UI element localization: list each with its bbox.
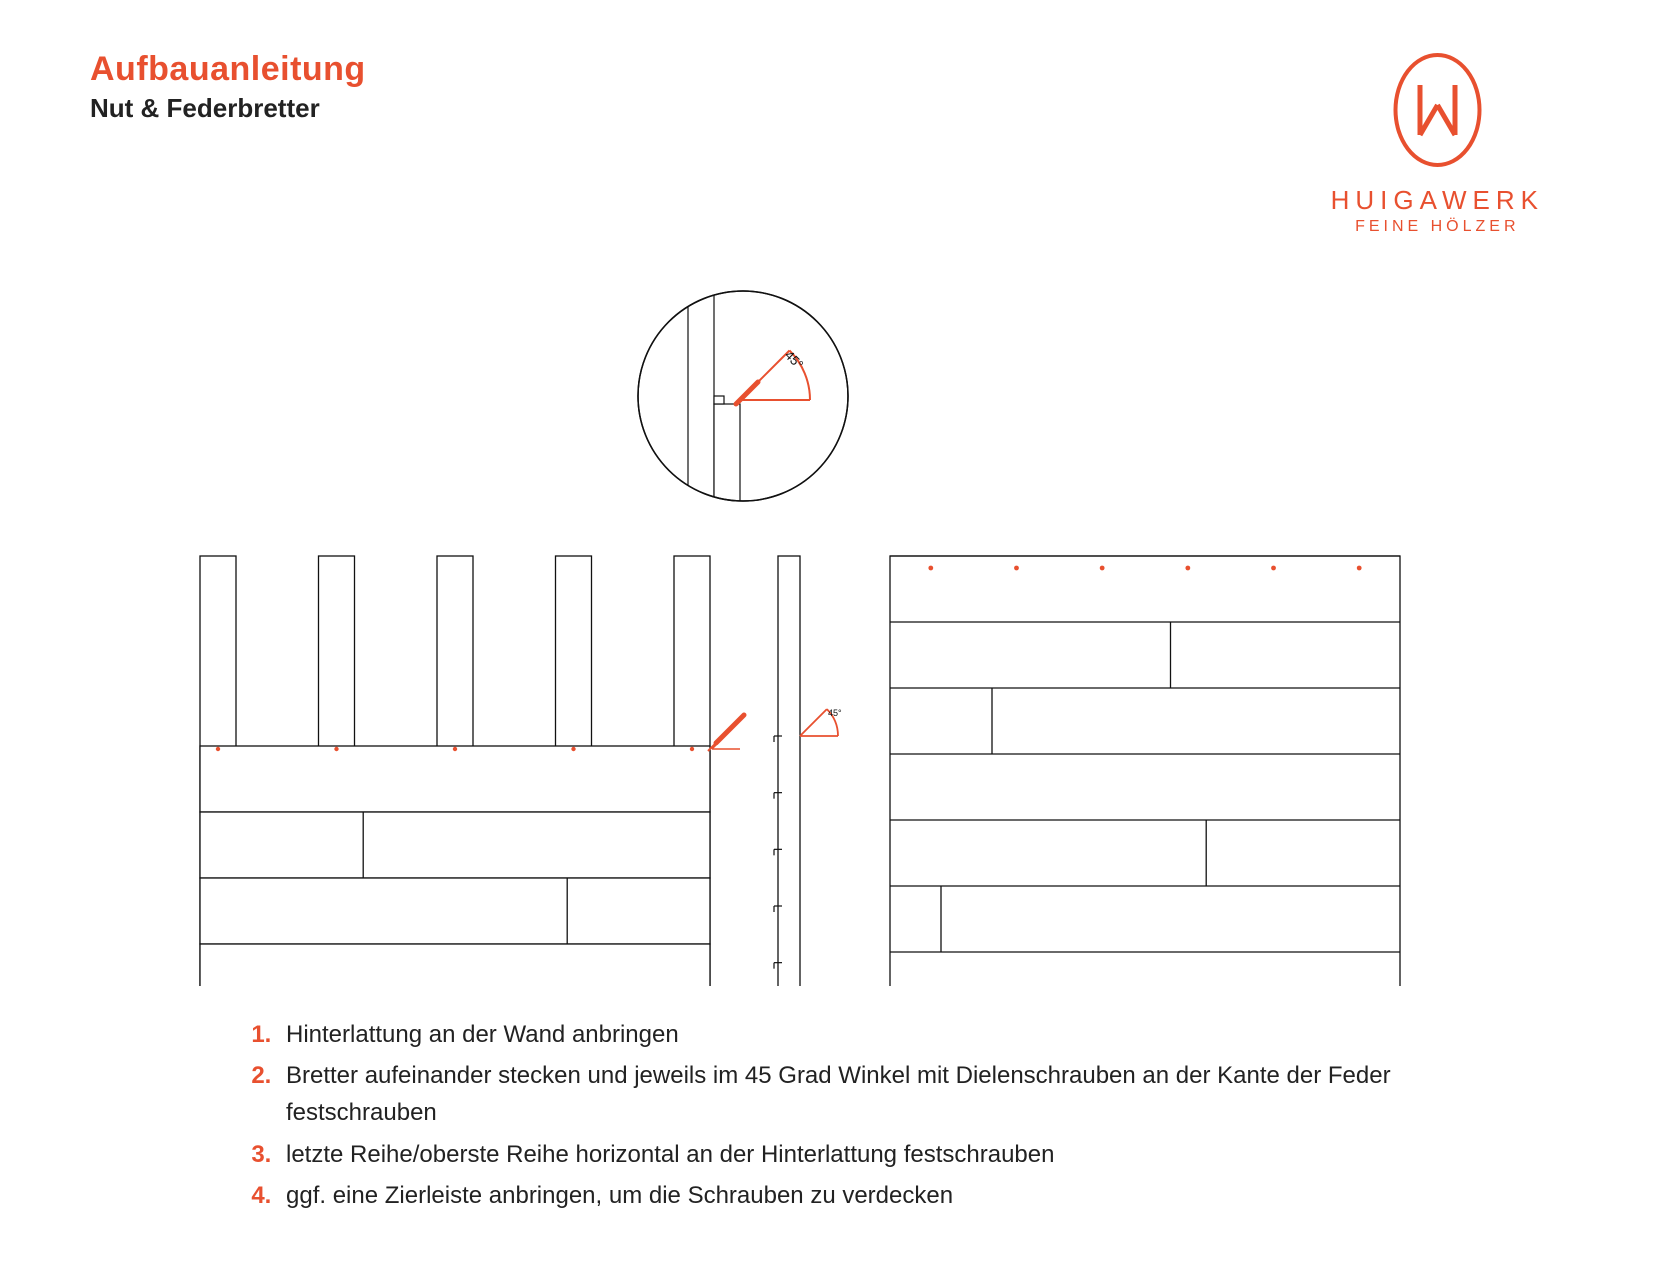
page-title: Aufbauanleitung (90, 50, 366, 89)
assembly-diagram: 45°45° (90, 266, 1584, 986)
page-subtitle: Nut & Federbretter (90, 93, 366, 124)
header: Aufbauanleitung Nut & Federbretter HUIGA… (90, 50, 1584, 236)
diagram-area: 45°45° (90, 266, 1584, 986)
logo-sub: FEINE HÖLZER (1331, 218, 1544, 236)
svg-text:45°: 45° (828, 708, 842, 718)
logo: HUIGAWERK FEINE HÖLZER (1331, 50, 1544, 236)
page: Aufbauanleitung Nut & Federbretter HUIGA… (0, 0, 1674, 1263)
step-item: Bretter aufeinander stecken und jeweils … (278, 1057, 1464, 1131)
title-block: Aufbauanleitung Nut & Federbretter (90, 50, 366, 124)
logo-icon (1390, 50, 1485, 170)
steps-list: Hinterlattung an der Wand anbringen Brett… (250, 1016, 1464, 1214)
step-item: ggf. eine Zierleiste anbringen, um die S… (278, 1177, 1464, 1214)
instructions: Hinterlattung an der Wand anbringen Brett… (90, 1016, 1584, 1214)
logo-name: HUIGAWERK (1331, 185, 1544, 216)
step-item: letzte Reihe/oberste Reihe horizontal an… (278, 1136, 1464, 1173)
step-item: Hinterlattung an der Wand anbringen (278, 1016, 1464, 1053)
